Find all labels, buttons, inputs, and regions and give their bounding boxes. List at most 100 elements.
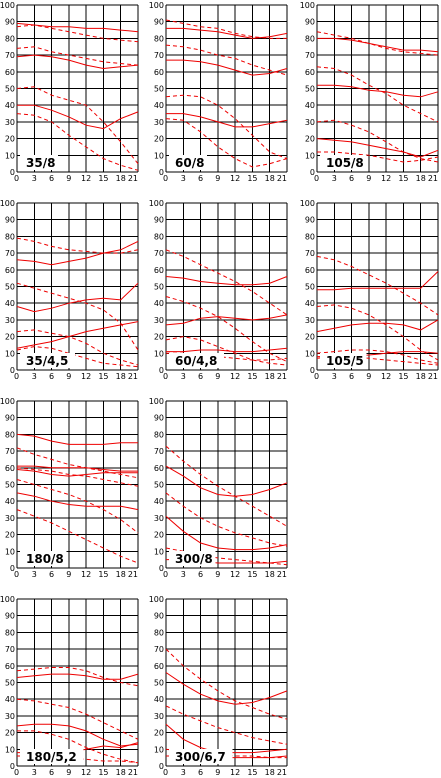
y-tick-label: 80 bbox=[5, 34, 15, 43]
y-tick-label: 80 bbox=[154, 34, 164, 43]
series-line-solid bbox=[316, 138, 439, 158]
x-tick-label: 21 bbox=[128, 174, 138, 183]
y-tick-label: 30 bbox=[154, 514, 164, 523]
x-tick-label: 6 bbox=[49, 174, 54, 183]
series-line-dashed bbox=[16, 509, 139, 564]
series-line-dashed bbox=[316, 356, 439, 366]
x-tick-label: 3 bbox=[181, 174, 186, 183]
y-tick-label: 20 bbox=[154, 135, 164, 144]
x-tick-label: 21 bbox=[428, 174, 438, 183]
series-line-dashed bbox=[316, 255, 439, 316]
y-tick-label: 80 bbox=[5, 628, 15, 637]
series-line-solid bbox=[165, 672, 288, 705]
x-tick-label: 9 bbox=[366, 372, 371, 381]
x-tick-label: 12 bbox=[381, 372, 391, 381]
panel: 0 10 20 30 40 50 60 70 80 90 100 0 3 6 9 12 15 18 21 180/5,… bbox=[0, 595, 139, 777]
series-line-dashed bbox=[16, 447, 139, 479]
y-tick-label: 70 bbox=[305, 249, 315, 258]
y-tick-label: 90 bbox=[305, 18, 315, 27]
series-line-dashed bbox=[316, 304, 439, 361]
y-tick-label: 20 bbox=[154, 333, 164, 342]
series-line-solid bbox=[316, 319, 439, 333]
x-tick-label: 3 bbox=[181, 570, 186, 579]
y-tick-label: 90 bbox=[5, 216, 15, 225]
y-tick-label: 90 bbox=[305, 216, 315, 225]
y-tick-label: 50 bbox=[154, 283, 164, 292]
y-tick-label: 20 bbox=[305, 135, 315, 144]
x-tick-label: 3 bbox=[32, 372, 37, 381]
panel-label: 35/8 bbox=[26, 156, 55, 170]
series-line-solid bbox=[16, 469, 138, 477]
y-tick-label: 70 bbox=[154, 51, 164, 60]
series-line-dashed bbox=[165, 249, 288, 316]
panel-label-background bbox=[169, 353, 224, 368]
panel-label: 180/8 bbox=[26, 552, 64, 566]
x-tick-label: 21 bbox=[428, 372, 438, 381]
y-tick-label: 70 bbox=[305, 51, 315, 60]
x-tick-label: 3 bbox=[32, 768, 37, 777]
y-tick-label: 50 bbox=[154, 481, 164, 490]
x-tick-label: 18 bbox=[416, 174, 426, 183]
panel-label-background bbox=[20, 155, 58, 170]
y-tick-label: 60 bbox=[5, 266, 15, 275]
y-tick-label: 20 bbox=[5, 531, 15, 540]
series-line-dashed bbox=[16, 329, 139, 366]
series-line-solid bbox=[16, 282, 139, 313]
x-tick-label: 9 bbox=[366, 174, 371, 183]
x-tick-label: 0 bbox=[163, 570, 168, 579]
x-tick-label: 9 bbox=[66, 372, 71, 381]
x-tick-label: 9 bbox=[215, 174, 220, 183]
x-tick-label: 21 bbox=[277, 174, 287, 183]
x-tick-label: 0 bbox=[163, 174, 168, 183]
x-tick-label: 0 bbox=[314, 174, 319, 183]
series-line-dashed bbox=[316, 119, 439, 163]
x-tick-label: 9 bbox=[215, 372, 220, 381]
y-tick-label: 40 bbox=[5, 101, 15, 110]
y-tick-label: 90 bbox=[154, 414, 164, 423]
y-tick-label: 20 bbox=[5, 333, 15, 342]
series-line-solid bbox=[16, 22, 139, 33]
series-line-solid bbox=[317, 271, 439, 291]
x-tick-label: 12 bbox=[230, 768, 240, 777]
series-line-dashed bbox=[16, 86, 139, 165]
x-tick-label: 3 bbox=[181, 372, 186, 381]
x-tick-label: 6 bbox=[49, 570, 54, 579]
series-line-solid bbox=[317, 37, 439, 53]
x-tick-label: 6 bbox=[49, 372, 54, 381]
series-line-dashed bbox=[165, 445, 288, 527]
series-line-solid bbox=[16, 492, 139, 511]
y-tick-label: 100 bbox=[0, 1, 15, 10]
series-line-solid bbox=[16, 723, 139, 747]
y-tick-label: 50 bbox=[305, 85, 315, 94]
y-tick-label: 40 bbox=[154, 497, 164, 506]
panel-label-background bbox=[20, 353, 75, 368]
x-tick-label: 6 bbox=[49, 768, 54, 777]
x-tick-label: 9 bbox=[66, 768, 71, 777]
y-tick-label: 0 bbox=[159, 168, 164, 177]
panel: 0 10 20 30 40 50 60 70 80 90 100 0 3 6 9 12 15 18 21 300/6,… bbox=[149, 595, 288, 777]
y-tick-label: 20 bbox=[5, 135, 15, 144]
panel-label-background bbox=[169, 551, 216, 566]
panel-label: 60/8 bbox=[175, 156, 204, 170]
y-tick-label: 10 bbox=[154, 547, 164, 556]
y-tick-label: 70 bbox=[154, 645, 164, 654]
x-tick-label: 15 bbox=[398, 372, 408, 381]
series-line-solid bbox=[166, 113, 288, 128]
series-line-solid bbox=[165, 465, 288, 497]
y-tick-label: 30 bbox=[154, 712, 164, 721]
x-tick-label: 21 bbox=[277, 768, 287, 777]
y-tick-label: 40 bbox=[154, 101, 164, 110]
x-tick-label: 6 bbox=[198, 768, 203, 777]
x-tick-label: 6 bbox=[349, 372, 354, 381]
y-tick-label: 60 bbox=[5, 68, 15, 77]
x-tick-label: 15 bbox=[98, 570, 108, 579]
series-line-dashed bbox=[165, 296, 288, 363]
x-tick-label: 6 bbox=[198, 372, 203, 381]
x-tick-label: 21 bbox=[128, 570, 138, 579]
series-line-solid bbox=[317, 84, 439, 98]
series-line-solid bbox=[16, 673, 139, 680]
y-tick-label: 60 bbox=[154, 68, 164, 77]
panel-label: 105/8 bbox=[326, 156, 364, 170]
y-tick-label: 30 bbox=[5, 514, 15, 523]
y-tick-label: 40 bbox=[5, 695, 15, 704]
